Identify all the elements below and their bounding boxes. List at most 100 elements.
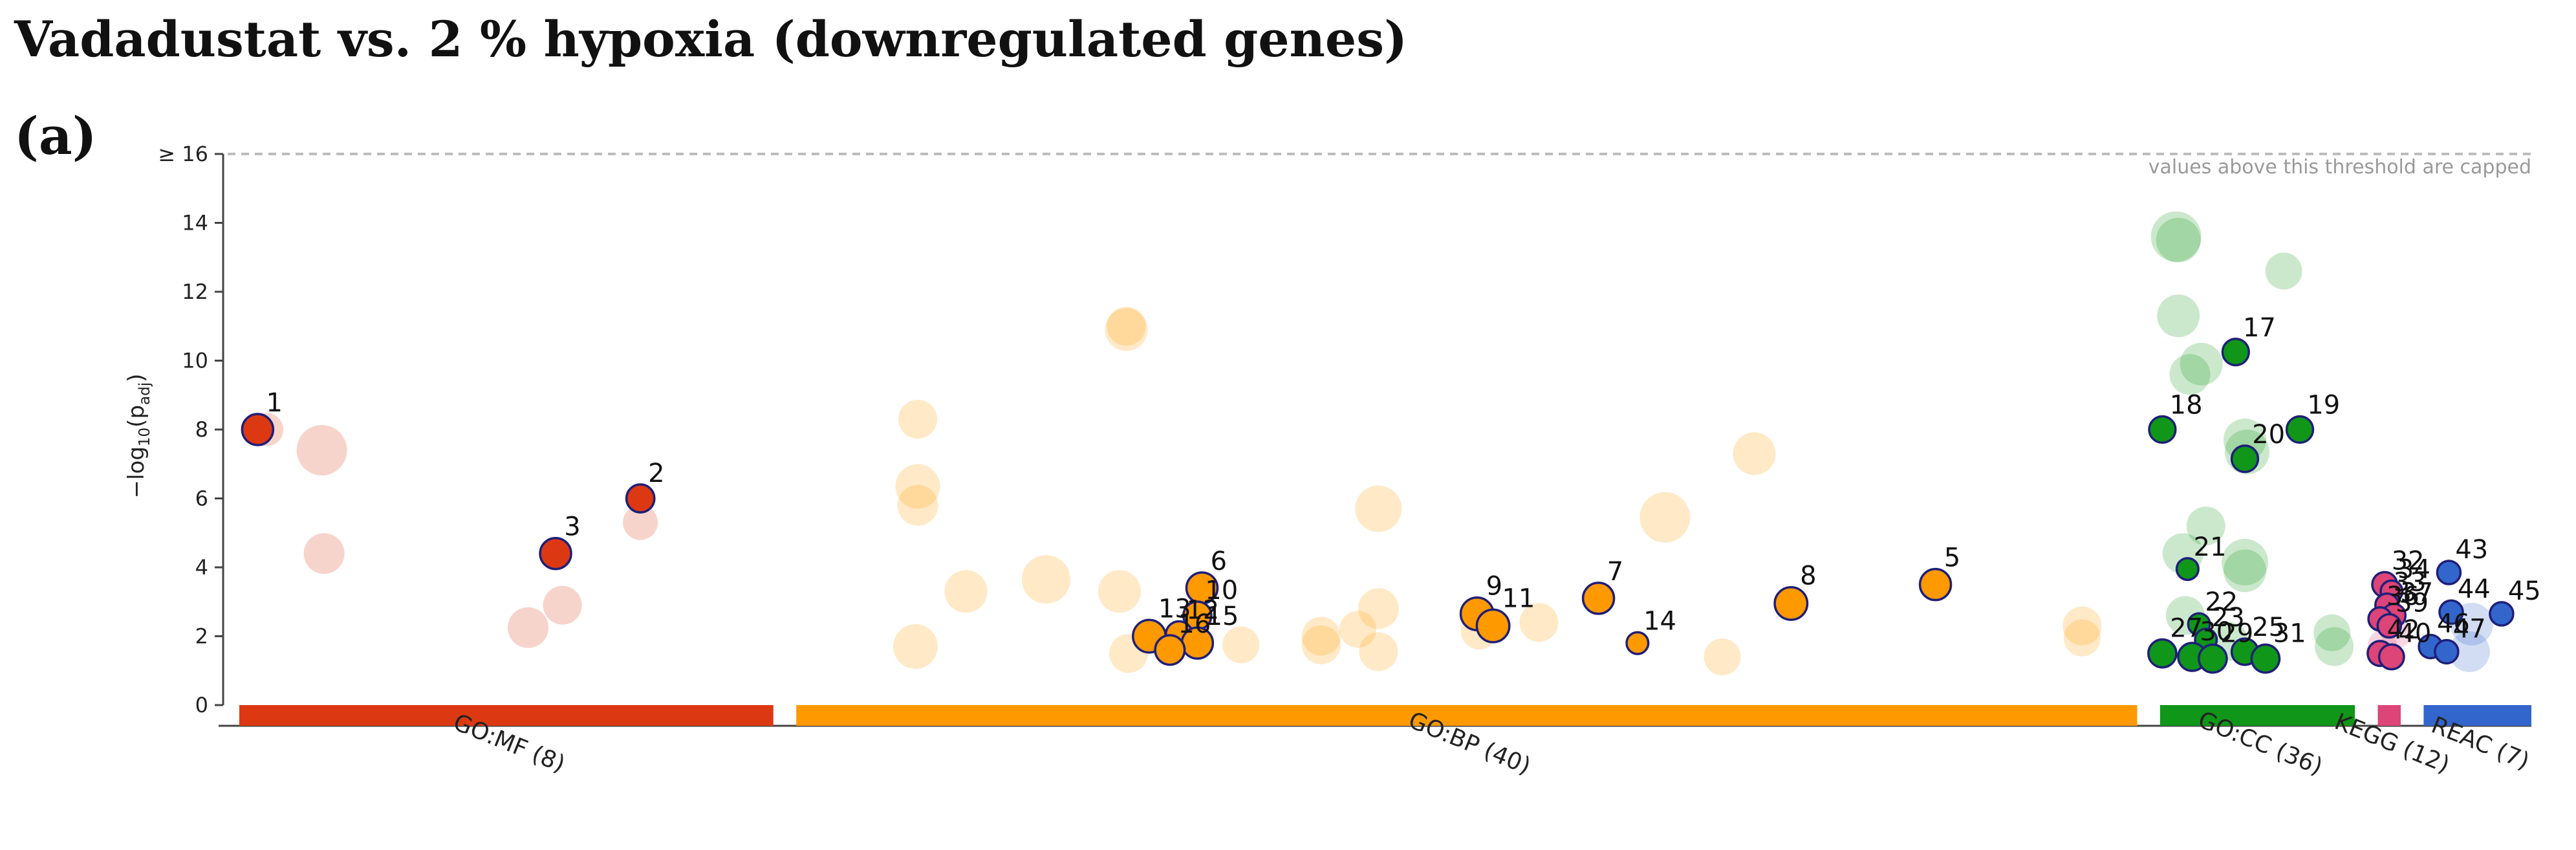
y-tick-label: 14: [182, 211, 208, 235]
point-label: 22: [2205, 587, 2238, 617]
highlighted-point[interactable]: [2148, 415, 2177, 444]
highlighted-point[interactable]: [539, 536, 572, 571]
highlighted-points: [241, 338, 2515, 674]
point-label: 34: [2397, 554, 2430, 584]
point-label: 20: [2252, 420, 2285, 450]
background-points: [250, 211, 2493, 675]
highlighted-point[interactable]: [2221, 338, 2250, 367]
highlighted-point[interactable]: [2434, 638, 2460, 665]
background-point: [1519, 603, 1559, 642]
point-label: 8: [1800, 561, 1816, 591]
point-label: 2: [648, 459, 664, 488]
background-point: [1355, 485, 1402, 532]
background-point: [1339, 611, 1376, 648]
y-axis-label-close: ): [124, 374, 149, 382]
y-axis-label-sub: adj: [136, 382, 153, 405]
background-point: [2150, 211, 2202, 262]
highlighted-point[interactable]: [1773, 585, 1809, 621]
background-point: [1098, 570, 1141, 613]
background-point: [543, 585, 582, 625]
background-point: [2180, 342, 2223, 386]
point-label: 30: [2200, 617, 2233, 647]
point-label: 27: [2170, 614, 2203, 644]
point-label: 33: [2394, 568, 2427, 598]
background-point: [1222, 626, 1260, 664]
y-axis-label-main: −log: [124, 446, 149, 498]
background-point: [1301, 616, 1341, 656]
figure-title: Vadadustat vs. 2 % hypoxia (downregulate…: [14, 10, 1407, 68]
background-point: [2062, 606, 2102, 646]
y-tick-label: 2: [195, 624, 208, 649]
point-label: 31: [2273, 619, 2306, 649]
highlighted-point[interactable]: [2250, 643, 2281, 674]
highlighted-point[interactable]: [1475, 608, 1511, 644]
highlighted-point[interactable]: [2230, 444, 2260, 474]
background-point: [2224, 549, 2266, 593]
point-label: 11: [1502, 583, 1535, 613]
point-label: 17: [2243, 313, 2276, 343]
point-label: 36: [2387, 582, 2419, 611]
highlighted-point[interactable]: [1625, 631, 1650, 655]
point-label: 13: [1158, 594, 1191, 624]
background-point: [508, 607, 549, 648]
background-point: [1733, 432, 1776, 475]
y-axis-label-sub10: 10: [136, 428, 153, 446]
background-point: [2186, 507, 2225, 546]
y-tick-label: 8: [195, 417, 208, 442]
y-tick-label: ≥ 16: [158, 142, 208, 166]
point-label: 43: [2455, 535, 2488, 565]
background-point: [296, 424, 347, 475]
highlighted-point[interactable]: [2285, 415, 2315, 444]
highlighted-point[interactable]: [2436, 560, 2462, 585]
background-point: [895, 464, 940, 509]
y-axis-label: −log10(padj): [124, 374, 153, 499]
y-tick-label: 10: [182, 349, 208, 373]
background-point: [1704, 638, 1741, 675]
y-tick-label: 6: [195, 486, 208, 511]
point-label: 21: [2194, 532, 2227, 562]
highlighted-point[interactable]: [2438, 599, 2464, 625]
background-point: [2222, 539, 2268, 586]
highlighted-point[interactable]: [1918, 567, 1953, 602]
cap-note: values above this threshold are capped: [2148, 156, 2531, 179]
point-label: 18: [2170, 391, 2203, 420]
point-label: 46: [2437, 609, 2470, 638]
highlighted-point[interactable]: [2376, 613, 2403, 639]
background-point: [944, 570, 988, 613]
highlighted-point[interactable]: [2147, 638, 2178, 669]
background-point: [623, 505, 658, 540]
point-label: 5: [1944, 543, 1960, 573]
point-label: 42: [2387, 615, 2420, 645]
point-label: 10: [1205, 576, 1238, 605]
y-axis-label-open: (p: [124, 405, 149, 428]
highlighted-point[interactable]: [1581, 582, 1616, 615]
point-label: 25: [2252, 613, 2285, 642]
highlighted-point[interactable]: [241, 413, 275, 446]
background-point: [893, 624, 938, 669]
background-point: [2156, 217, 2201, 263]
background-point: [2313, 614, 2351, 651]
point-label: 23: [2212, 603, 2245, 633]
highlighted-point[interactable]: [625, 483, 656, 514]
highlighted-point[interactable]: [2175, 557, 2200, 582]
highlighted-point[interactable]: [2489, 601, 2515, 627]
source-bars: [239, 705, 2531, 726]
point-label: 19: [2307, 391, 2340, 420]
background-point: [1640, 492, 1691, 543]
point-label: 6: [1211, 547, 1227, 576]
highlighted-point[interactable]: [2377, 643, 2405, 671]
point-label: 15: [1206, 602, 1239, 631]
background-point: [303, 533, 345, 574]
highlighted-point[interactable]: [2198, 643, 2228, 674]
point-label: 29: [2220, 619, 2253, 649]
plot-area: values above this threshold are capped 0…: [124, 142, 2541, 780]
highlighted-point[interactable]: [1154, 634, 1186, 666]
source-bar-go-cc: [2159, 705, 2355, 726]
background-point: [1107, 307, 1146, 346]
background-point: [2157, 294, 2200, 338]
background-point: [2265, 252, 2302, 290]
background-point: [2169, 354, 2211, 395]
point-label: 44: [2458, 574, 2491, 604]
point-label: 7: [1607, 557, 1623, 587]
